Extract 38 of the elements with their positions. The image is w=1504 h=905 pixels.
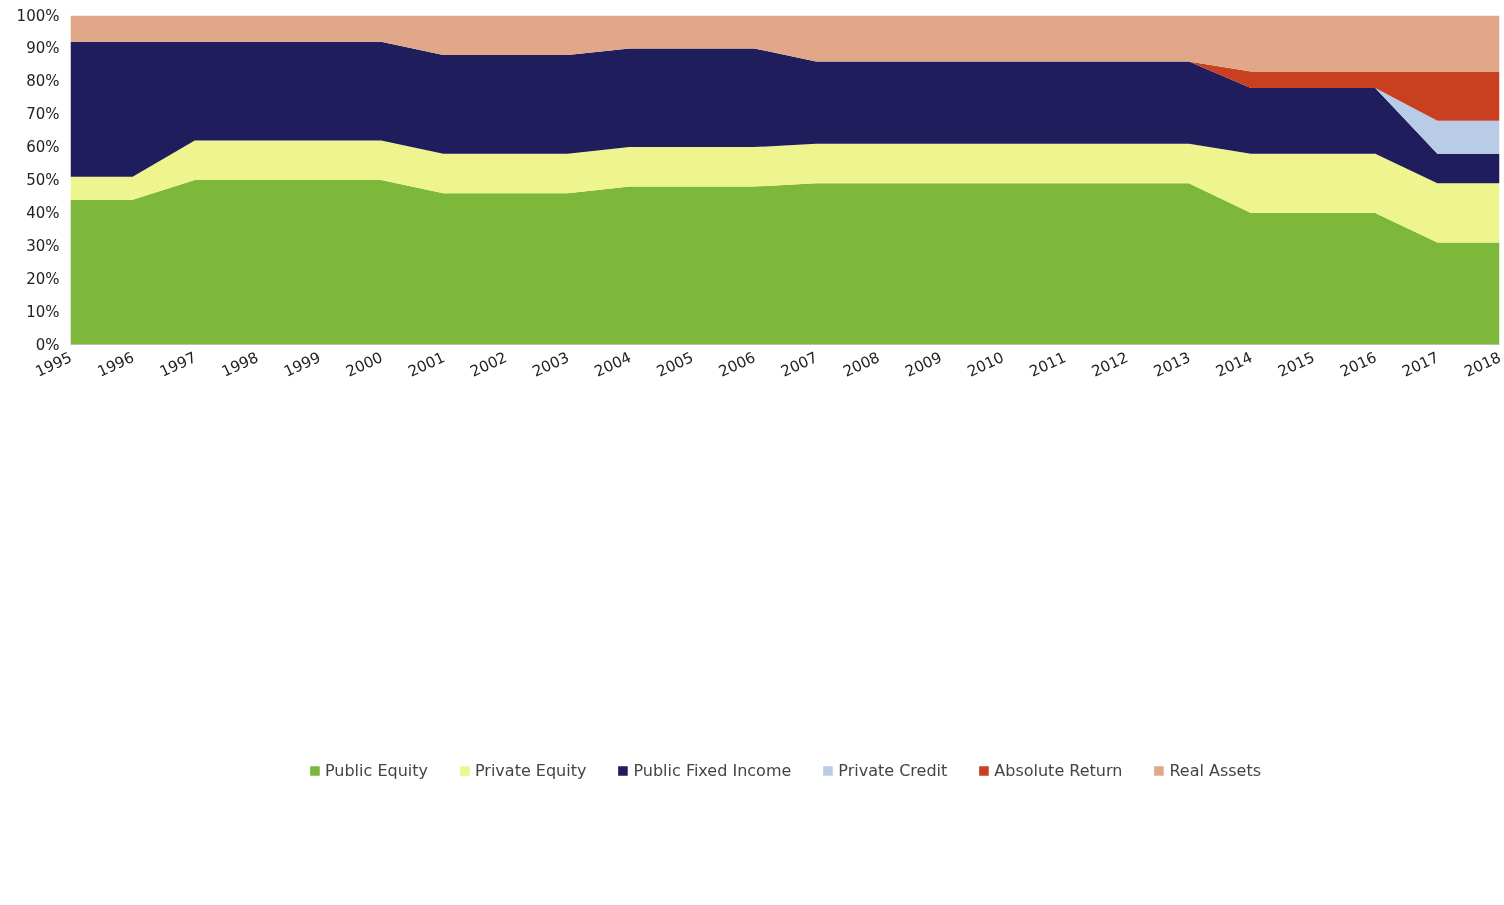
y-tick-label: 30% bbox=[26, 236, 60, 255]
x-tick-label: 1998 bbox=[218, 348, 262, 381]
y-tick-label: 70% bbox=[26, 105, 60, 124]
x-tick-label: 2001 bbox=[405, 348, 448, 381]
legend-label: Public Fixed Income bbox=[633, 760, 792, 780]
x-tick-label: 2005 bbox=[653, 348, 697, 381]
legend-label: Private Credit bbox=[838, 760, 948, 780]
legend-label: Absolute Return bbox=[994, 760, 1123, 780]
legend-label: Real Assets bbox=[1169, 760, 1262, 780]
x-tick-label: 2012 bbox=[1088, 348, 1131, 381]
x-tick-label: 1997 bbox=[156, 348, 199, 381]
x-tick-label: 2002 bbox=[467, 348, 510, 381]
x-tick-label: 2015 bbox=[1275, 348, 1318, 381]
y-tick-label: 80% bbox=[26, 72, 60, 91]
x-tick-label: 2004 bbox=[591, 348, 634, 381]
x-tick-label: 2003 bbox=[529, 348, 572, 381]
legend-label: Public Equity bbox=[324, 760, 428, 780]
x-tick-label: 2013 bbox=[1150, 348, 1194, 381]
x-tick-label: 2018 bbox=[1461, 348, 1504, 381]
x-tick-label: 2011 bbox=[1026, 348, 1069, 381]
y-tick-label: 10% bbox=[26, 302, 60, 321]
x-tick-label: 1996 bbox=[94, 348, 137, 381]
y-tick-label: 100% bbox=[16, 6, 60, 25]
x-tick-label: 2008 bbox=[840, 348, 883, 381]
y-tick-label: 40% bbox=[26, 203, 60, 222]
x-tick-label: 2000 bbox=[343, 348, 386, 381]
y-tick-label: 50% bbox=[26, 171, 60, 189]
y-tick-label: 60% bbox=[26, 138, 60, 157]
legend-label: Private Equity bbox=[474, 760, 587, 780]
x-tick-label: 1999 bbox=[281, 348, 324, 381]
y-tick-label: 20% bbox=[26, 269, 60, 288]
x-tick-label: 2016 bbox=[1337, 348, 1380, 381]
y-tick-label: 0% bbox=[35, 335, 60, 354]
x-tick-label: 2010 bbox=[964, 348, 1007, 381]
x-tick-label: 2006 bbox=[715, 348, 759, 381]
x-tick-label: 2009 bbox=[902, 348, 945, 381]
x-tick-label: 2014 bbox=[1213, 348, 1256, 381]
y-tick-label: 90% bbox=[26, 39, 60, 58]
